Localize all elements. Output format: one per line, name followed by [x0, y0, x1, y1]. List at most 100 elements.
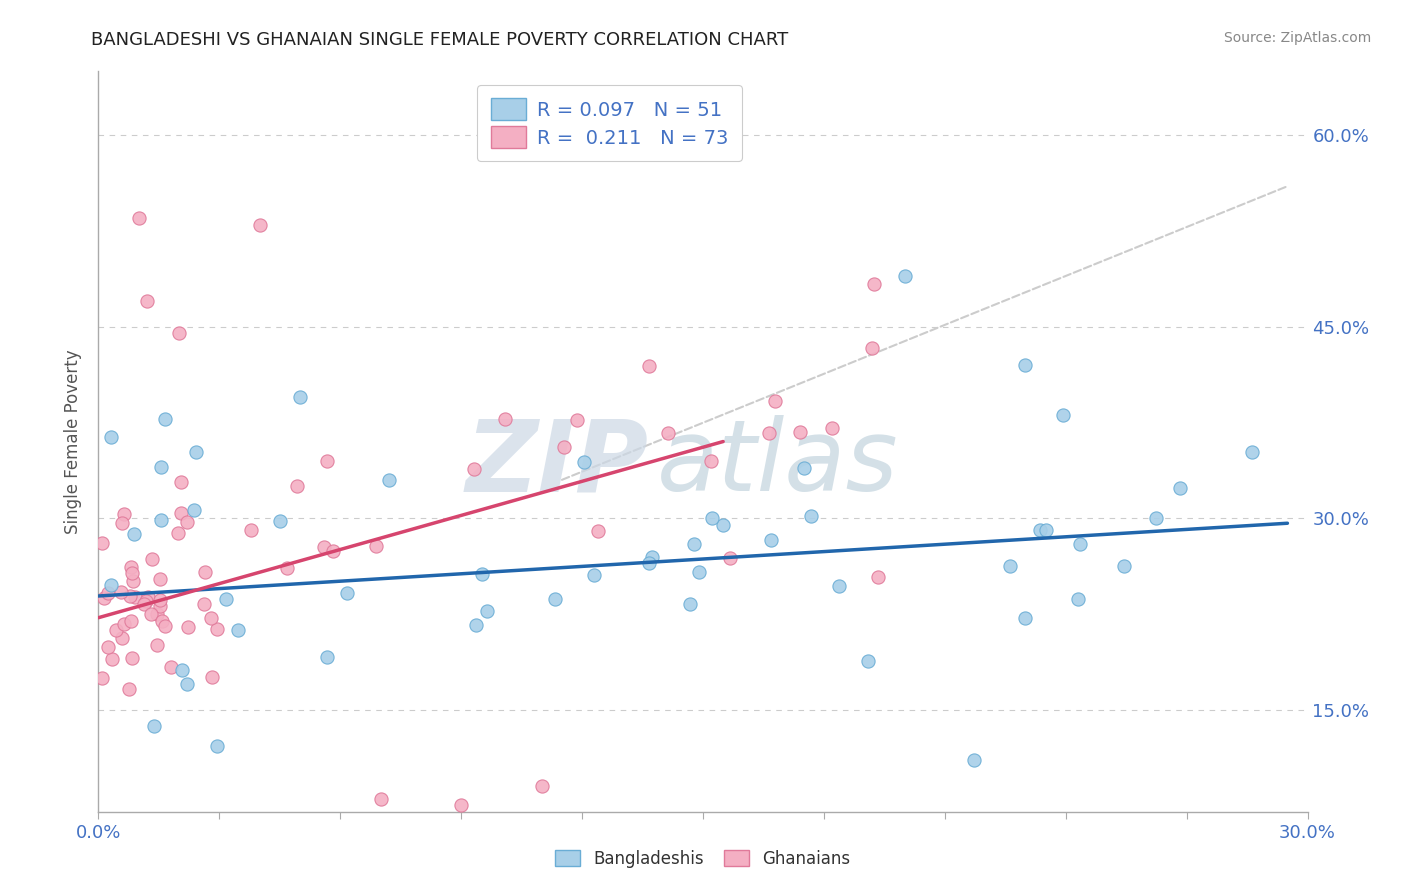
Legend: R = 0.097   N = 51, R =  0.211   N = 73: R = 0.097 N = 51, R = 0.211 N = 73: [477, 85, 742, 161]
Point: [110, 516, 132, 530]
Point: [828, 579, 851, 593]
Text: atlas: atlas: [657, 416, 898, 512]
Point: [91, 536, 114, 550]
Point: [860, 341, 883, 355]
Point: [139, 607, 162, 622]
Point: [148, 593, 170, 607]
Point: [700, 454, 723, 468]
Point: [183, 503, 205, 517]
Point: [1000, 559, 1022, 574]
Point: [553, 440, 575, 454]
Point: [169, 506, 191, 520]
Point: [121, 651, 143, 665]
Point: [149, 572, 172, 586]
Point: [167, 326, 190, 340]
Point: [477, 604, 499, 618]
Point: [205, 739, 228, 754]
Point: [1112, 558, 1135, 573]
Point: [1052, 408, 1074, 422]
Point: [136, 591, 159, 605]
Point: [170, 663, 193, 677]
Point: [194, 565, 217, 579]
Point: [378, 473, 401, 487]
Point: [104, 623, 127, 637]
Point: [276, 561, 298, 575]
Point: [288, 390, 311, 404]
Point: [120, 614, 142, 628]
Point: [856, 655, 879, 669]
Point: [322, 544, 344, 558]
Point: [285, 478, 308, 492]
Point: [215, 592, 238, 607]
Point: [112, 617, 135, 632]
Point: [176, 677, 198, 691]
Point: [186, 444, 208, 458]
Point: [146, 638, 169, 652]
Point: [1067, 591, 1090, 606]
Point: [758, 425, 780, 440]
Point: [1168, 482, 1191, 496]
Point: [150, 615, 173, 629]
Point: [1069, 537, 1091, 551]
Y-axis label: Single Female Poverty: Single Female Poverty: [65, 350, 83, 533]
Point: [132, 597, 155, 611]
Point: [471, 566, 494, 581]
Point: [112, 507, 135, 521]
Point: [450, 798, 472, 813]
Point: [863, 277, 886, 291]
Point: [124, 591, 146, 605]
Legend: Bangladeshis, Ghanaians: Bangladeshis, Ghanaians: [548, 844, 858, 875]
Text: Source: ZipAtlas.com: Source: ZipAtlas.com: [1223, 31, 1371, 45]
Point: [494, 411, 516, 425]
Point: [149, 599, 172, 614]
Point: [657, 426, 679, 441]
Point: [530, 779, 553, 793]
Point: [226, 624, 249, 638]
Text: BANGLADESHI VS GHANAIAN SINGLE FEMALE POVERTY CORRELATION CHART: BANGLADESHI VS GHANAIAN SINGLE FEMALE PO…: [91, 31, 789, 49]
Point: [759, 533, 782, 548]
Point: [463, 462, 485, 476]
Point: [679, 597, 702, 611]
Point: [111, 631, 134, 645]
Text: ZIP: ZIP: [465, 416, 648, 512]
Point: [315, 650, 337, 665]
Point: [121, 566, 143, 581]
Point: [146, 607, 169, 622]
Point: [135, 594, 157, 608]
Point: [893, 268, 915, 283]
Point: [200, 611, 222, 625]
Point: [177, 620, 200, 634]
Point: [718, 550, 741, 565]
Point: [789, 425, 811, 439]
Point: [155, 412, 177, 426]
Point: [160, 660, 183, 674]
Point: [97, 586, 120, 600]
Point: [101, 652, 124, 666]
Point: [142, 718, 165, 732]
Point: [97, 640, 120, 655]
Point: [249, 218, 271, 232]
Point: [312, 540, 335, 554]
Point: [588, 524, 610, 538]
Point: [688, 565, 710, 579]
Point: [711, 517, 734, 532]
Point: [240, 524, 263, 538]
Point: [120, 560, 142, 574]
Point: [336, 586, 359, 600]
Point: [544, 591, 567, 606]
Point: [118, 589, 141, 603]
Point: [763, 393, 786, 408]
Point: [793, 460, 815, 475]
Point: [683, 536, 706, 550]
Point: [1240, 445, 1263, 459]
Point: [821, 421, 844, 435]
Point: [100, 430, 122, 444]
Point: [193, 597, 215, 611]
Point: [1035, 523, 1057, 537]
Point: [93, 591, 115, 605]
Point: [370, 792, 392, 806]
Point: [122, 574, 145, 588]
Point: [166, 525, 188, 540]
Point: [1014, 611, 1036, 625]
Point: [638, 557, 661, 571]
